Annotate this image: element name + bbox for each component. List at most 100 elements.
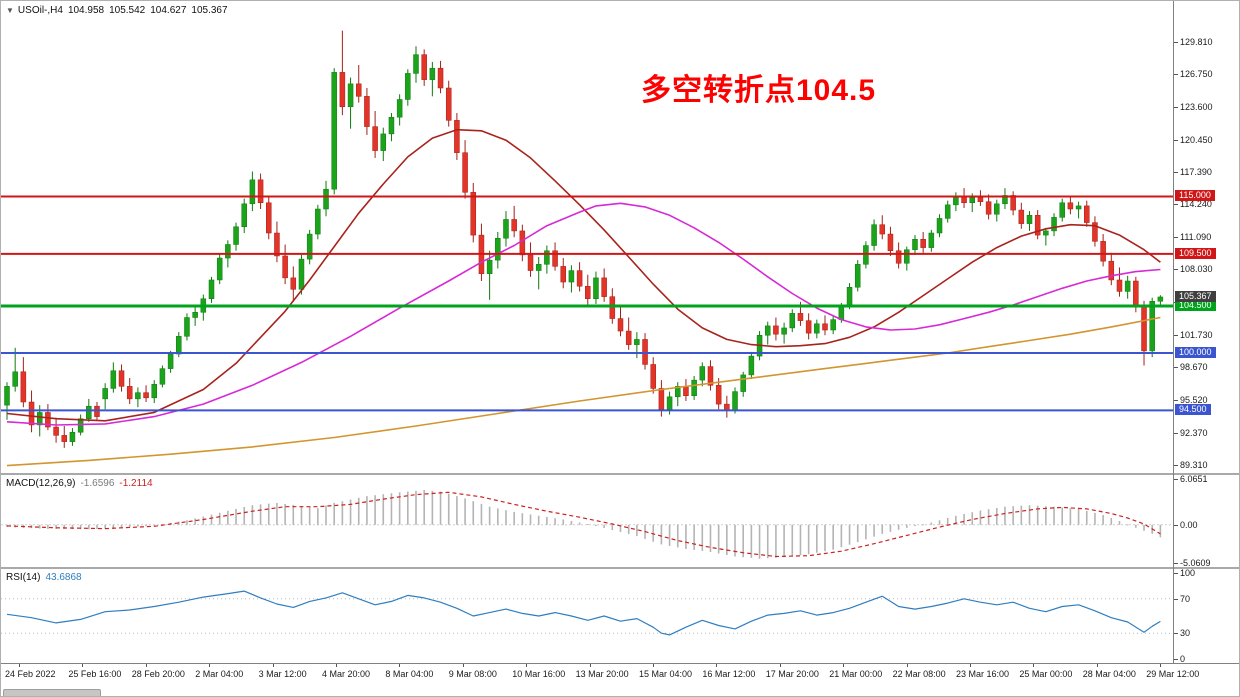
macd-histogram-bar [407,491,409,525]
macd-histogram-bar [308,507,311,525]
macd-histogram-bar [840,524,843,548]
price-tick-label: 95.520 [1180,394,1208,405]
macd-tick-mark [1174,479,1178,480]
candle-up [69,432,76,442]
candle-down [290,277,297,290]
candle-down [650,364,656,389]
price-axis-separator [1173,1,1174,663]
time-tick-label: 23 Mar 16:00 [956,669,1010,679]
candle-down [1141,306,1147,352]
time-tick-mark [970,664,971,667]
candle-up [405,73,411,100]
price-tick-label: 108.030 [1180,264,1213,275]
time-tick-label: 2 Mar 04:00 [195,669,244,679]
time-tick-mark [716,664,718,667]
price-tick-label: 126.750 [1180,68,1213,79]
macd-histogram-bar [243,507,246,525]
price-level-badge-109.500: 109.500 [1175,247,1216,259]
time-tick-mark [272,664,274,667]
rsi-panel-plot[interactable] [1,569,1173,663]
symbol-period: USOil-,H4 [17,5,63,16]
time-tick-mark [1096,664,1098,667]
macd-histogram-bar [145,524,147,527]
macd-histogram-bar [529,514,532,525]
candle-down [560,266,566,283]
candle-up [1157,296,1164,302]
time-tick-mark [399,664,401,667]
candle-up [102,388,108,400]
macd-histogram-bar [676,524,679,548]
price-tick-label: 114.240 [1180,199,1212,210]
macd-histogram-bar [1126,524,1129,526]
candle-up [814,323,820,334]
candle-up [830,319,836,331]
rsi-tick-mark [1174,598,1178,600]
candle-down [642,339,648,365]
candle-up [863,245,869,265]
time-axis[interactable]: 24 Feb 2022 25 Feb 16:00 28 Feb 20:00 2 Mar… [1,664,1239,686]
macd-histogram-bar [1094,512,1096,525]
time-axis-line [1,663,1239,664]
current-price-badge: 105.367 [1175,290,1216,302]
candle-up [904,249,910,264]
rsi-tick-mark [1174,659,1178,660]
macd-histogram-bar [177,521,180,525]
candle-down [625,330,632,345]
time-tick-label: 28 Feb 20:00 [131,669,185,679]
macd-histogram-bar [480,503,483,525]
time-tick-mark [19,664,20,667]
macd-histogram-bar [750,524,753,559]
macd-histogram-bar [578,522,581,525]
chart-annotation-text[interactable]: 多空转折点104.5 [641,74,877,107]
candle-up [1043,230,1049,236]
macd-panel-plot[interactable] [1,475,1173,567]
macd-histogram-bar [1028,505,1031,525]
candle-up [176,336,182,355]
candle-up [846,287,853,307]
candle-down [658,388,665,410]
macd-histogram-bar [1159,524,1162,538]
macd-histogram-bar [1085,510,1088,525]
macd-histogram-bar [906,524,908,528]
macd-value-signal: -1.2114 [119,478,153,489]
macd-histogram-bar [88,524,90,530]
panel-divider-rsi[interactable] [1,567,1239,569]
h-scrollbar-thumb[interactable] [3,689,101,696]
macd-histogram-bar [1004,506,1006,525]
macd-histogram-bar [47,524,49,529]
candle-down [421,54,427,80]
collapse-arrow-icon[interactable]: ▼ [6,6,14,15]
candle-up [1149,300,1155,352]
candle-down [339,72,346,108]
macd-histogram-bar [96,524,98,529]
candle-down [552,250,558,267]
ohlc-close: 105.367 [191,5,228,16]
candle-up [1051,217,1057,232]
candle-up [675,386,681,398]
candle-down [470,192,477,236]
macd-histogram-bar [1061,507,1064,525]
time-tick-label: 25 Feb 16:00 [68,669,122,679]
panel-divider-macd[interactable] [1,473,1239,475]
candle-down [977,197,984,202]
price-axis[interactable]: 129.810 126.750 123.600 120.450 117.390 114.2… [1174,1,1239,664]
time-tick-label: 10 Mar 16:00 [512,669,566,679]
candle-up [208,279,215,299]
main-chart-plot[interactable] [1,1,1173,473]
macd-histogram-bar [627,524,630,535]
candle-down [1010,195,1016,211]
macd-histogram-bar [562,519,565,525]
macd-histogram-bar [284,503,286,525]
candle-up [838,305,845,320]
macd-histogram-bar [194,518,196,525]
candle-up [535,264,542,271]
price-tick-mark [1174,334,1178,336]
rsi-indicator-label: RSI(14) 43.6868 [6,572,87,583]
macd-histogram-bar [120,524,123,528]
macd-histogram-bar [824,524,826,552]
rsi-tick-label: 100 [1180,568,1196,578]
macd-histogram-bar [202,516,205,525]
candle-down [462,152,468,193]
candle-down [879,224,886,235]
candle-up [241,203,247,228]
